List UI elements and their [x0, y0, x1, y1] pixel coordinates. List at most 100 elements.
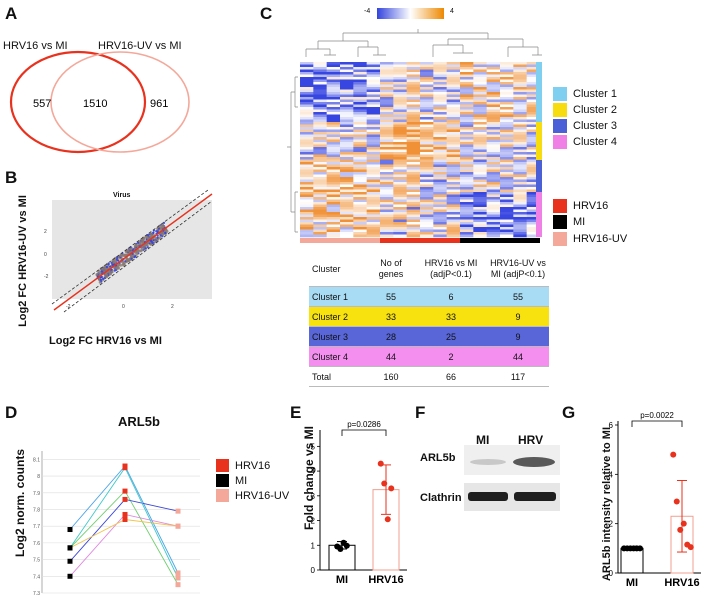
heatmap-cell — [420, 192, 434, 195]
heatmap-cell — [406, 127, 421, 130]
heatmap-cell — [353, 74, 367, 78]
heatmap-cell — [486, 77, 501, 80]
heatmap-cell — [406, 157, 421, 160]
arl5b-ytick: 7.5 — [33, 558, 40, 564]
table-cell: 44 — [487, 346, 549, 367]
heatmap-cell — [313, 219, 327, 223]
heatmap-cell — [340, 199, 354, 203]
heatmap-cell — [326, 159, 341, 163]
heatmap-cell — [473, 147, 487, 150]
heatmap-cell — [486, 232, 501, 235]
heatmap-cell — [446, 187, 461, 190]
heatmap-cell — [353, 177, 367, 180]
heatmap-cell — [526, 104, 541, 108]
heatmap-cell — [393, 169, 407, 173]
heatmap-cell — [366, 234, 381, 238]
heatmap-cell — [393, 137, 407, 140]
heatmap-cell — [526, 79, 541, 83]
heatmap-cell — [313, 169, 327, 173]
heatmap-cell — [526, 122, 541, 125]
heatmap-cell — [340, 74, 354, 78]
cluster-legend-4: Cluster 4 — [553, 135, 617, 149]
heatmap-cell — [446, 179, 461, 183]
cluster-legend-1: Cluster 1 — [553, 87, 617, 101]
heatmap-cell — [353, 62, 367, 65]
heatmap-cell — [353, 67, 367, 70]
heatmap-cell — [313, 187, 327, 190]
heatmap-cell — [380, 79, 394, 83]
heatmap-cell — [406, 219, 421, 223]
heatmap-cell — [326, 69, 341, 73]
heatmap-cell — [513, 77, 527, 80]
heatmap-cell — [313, 119, 327, 123]
heatmap-cell — [326, 202, 341, 205]
heatmap-cell — [380, 137, 394, 140]
cluster-bar-4 — [536, 192, 542, 237]
table-cell: Cluster 1 — [309, 286, 367, 307]
heatmap-cell — [353, 142, 367, 145]
heatmap-cell — [366, 77, 381, 80]
heatmap-cell — [500, 229, 514, 233]
heatmap-cell — [420, 109, 434, 113]
heatmap-cell — [446, 214, 461, 218]
heatmap-cell — [406, 202, 421, 205]
heatmap-cell — [513, 174, 527, 178]
heatmap-cell — [313, 107, 327, 110]
table-cell: 2 — [415, 346, 487, 367]
heatmap-cell — [340, 207, 354, 210]
scatter-xtick-3: 2 — [171, 304, 174, 310]
heatmap-cell — [486, 89, 501, 93]
heatmap-cell — [433, 99, 447, 103]
heatmap-cell — [460, 134, 474, 138]
heatmap-cell — [486, 109, 501, 113]
heatmap-cell — [513, 234, 527, 238]
heatmap-cell — [460, 207, 474, 210]
heatmap-cell — [420, 207, 434, 210]
heatmap-cell — [380, 229, 394, 233]
scatter-point — [159, 234, 162, 237]
heatmap-cell — [313, 129, 327, 133]
heatmap-cell — [526, 224, 541, 228]
heatmap-cell — [446, 127, 461, 130]
heatmap-cell — [473, 167, 487, 170]
western-lane-mi: MI — [476, 433, 490, 447]
heatmap-cell — [340, 214, 354, 218]
intensity-data-point — [677, 526, 684, 533]
heatmap-cell — [326, 154, 341, 158]
heatmap-cell — [380, 207, 394, 210]
heatmap-cell — [500, 227, 514, 230]
heatmap-cell — [420, 172, 434, 175]
heatmap-cell — [500, 219, 514, 223]
heatmap-cell — [420, 182, 434, 185]
heatmap-cell — [300, 227, 314, 230]
heatmap-cell — [406, 62, 421, 65]
heatmap-cell — [433, 164, 447, 168]
heatmap-cell — [433, 122, 447, 125]
heatmap-cell — [500, 129, 514, 133]
heatmap-cell — [380, 162, 394, 165]
heatmap-cell — [313, 192, 327, 195]
venn-right-count: 961 — [150, 98, 168, 110]
heatmap-cell — [460, 229, 474, 233]
heatmap-cell — [473, 72, 487, 75]
heatmap-cell — [366, 92, 381, 95]
heatmap-cell — [433, 174, 447, 178]
heatmap-cell — [433, 199, 447, 203]
heatmap-cell — [460, 119, 474, 123]
heatmap-cell — [366, 147, 381, 150]
heatmap-cell — [433, 127, 447, 130]
heatmap-cell — [513, 169, 527, 173]
heatmap-cell — [460, 132, 474, 135]
scatter-point — [109, 265, 112, 268]
heatmap-cell — [460, 107, 474, 110]
heatmap-cell — [326, 192, 341, 195]
arl5b-title: ARL5b — [118, 414, 160, 429]
heatmap-cell — [526, 187, 541, 190]
heatmap-cell — [473, 187, 487, 190]
heatmap-cell — [513, 177, 527, 180]
panel-label-e: E — [290, 403, 302, 422]
heatmap-cell — [406, 124, 421, 128]
heatmap-cell — [486, 94, 501, 98]
heatmap-cell — [353, 214, 367, 218]
cluster-legend-2: Cluster 2 — [553, 103, 617, 117]
